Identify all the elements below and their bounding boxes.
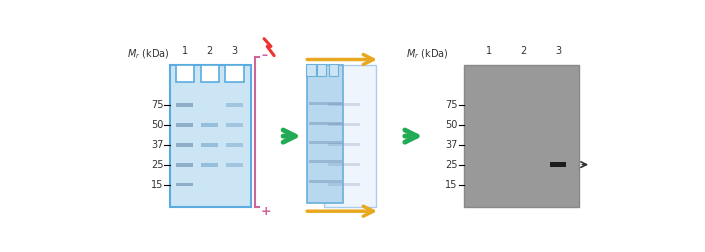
Text: 1: 1 xyxy=(182,46,188,56)
FancyBboxPatch shape xyxy=(317,64,326,76)
Text: 1: 1 xyxy=(486,46,492,56)
Text: 2: 2 xyxy=(520,46,527,56)
Bar xyxy=(201,163,219,167)
Text: $M_r$ (kDa): $M_r$ (kDa) xyxy=(127,47,169,61)
Bar xyxy=(309,141,343,144)
Bar xyxy=(309,102,343,105)
Text: 50: 50 xyxy=(446,120,458,130)
FancyBboxPatch shape xyxy=(306,64,316,76)
Bar xyxy=(176,103,192,107)
Text: +: + xyxy=(261,205,271,218)
Text: 25: 25 xyxy=(151,160,164,170)
Text: 25: 25 xyxy=(446,160,458,170)
Bar xyxy=(226,103,243,107)
FancyBboxPatch shape xyxy=(169,65,251,207)
Bar xyxy=(328,143,360,146)
FancyBboxPatch shape xyxy=(226,65,244,82)
FancyBboxPatch shape xyxy=(176,65,195,82)
FancyBboxPatch shape xyxy=(329,64,338,76)
FancyBboxPatch shape xyxy=(307,65,343,204)
Bar xyxy=(176,163,192,167)
Text: 37: 37 xyxy=(446,140,458,150)
Text: –: – xyxy=(261,49,267,62)
Bar xyxy=(176,123,192,127)
Text: 15: 15 xyxy=(446,179,458,190)
Bar xyxy=(328,163,360,166)
FancyBboxPatch shape xyxy=(200,65,219,82)
Text: $M_r$ (kDa): $M_r$ (kDa) xyxy=(406,47,448,61)
Bar xyxy=(201,143,219,147)
Bar xyxy=(328,123,360,126)
Bar xyxy=(226,143,243,147)
Bar xyxy=(226,163,243,167)
Text: 75: 75 xyxy=(446,100,458,110)
Bar xyxy=(201,123,219,127)
Bar xyxy=(226,123,243,127)
Bar xyxy=(176,143,192,147)
Bar xyxy=(176,183,192,186)
Text: 3: 3 xyxy=(231,46,238,56)
Text: 37: 37 xyxy=(151,140,164,150)
Bar xyxy=(309,180,343,183)
Text: 2: 2 xyxy=(207,46,213,56)
Bar xyxy=(551,162,566,167)
Bar xyxy=(309,121,343,125)
Text: 15: 15 xyxy=(151,179,164,190)
FancyBboxPatch shape xyxy=(464,65,579,207)
Bar xyxy=(328,103,360,106)
Text: 75: 75 xyxy=(151,100,164,110)
FancyBboxPatch shape xyxy=(324,65,376,207)
Text: 3: 3 xyxy=(555,46,561,56)
Bar xyxy=(309,160,343,164)
Bar xyxy=(328,183,360,186)
Text: 50: 50 xyxy=(151,120,164,130)
